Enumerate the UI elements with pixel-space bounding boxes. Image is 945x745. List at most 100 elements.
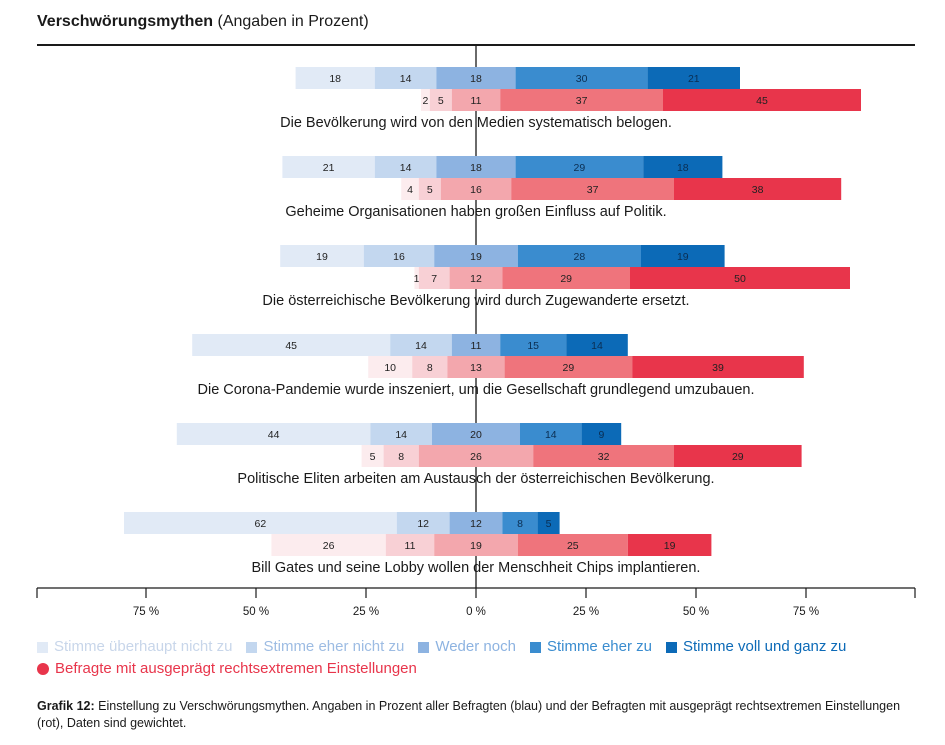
blue-value-label: 12	[417, 518, 429, 530]
red-value-label: 19	[664, 540, 676, 552]
statement-label: Die österreichische Bevölkerung wird dur…	[262, 293, 689, 309]
blue-value-label: 14	[400, 73, 412, 85]
blue-bar-segment	[449, 512, 503, 534]
red-value-label: 11	[471, 95, 482, 107]
red-bar-segment	[447, 356, 505, 378]
red-bar-segment	[429, 89, 452, 111]
red-bar-segment	[412, 356, 448, 378]
blue-value-label: 21	[688, 73, 700, 85]
blue-value-label: 28	[574, 251, 586, 263]
blue-value-label: 11	[471, 340, 482, 352]
legend-item-3: Stimme eher zu	[529, 636, 652, 658]
legend-label: Stimme voll und ganz zu	[682, 638, 847, 655]
red-value-label: 5	[370, 451, 376, 463]
red-value-label: 5	[438, 95, 444, 107]
blue-value-label: 16	[393, 251, 405, 263]
blue-value-label: 14	[415, 340, 427, 352]
legend-row-blue: Stimme überhaupt nicht zu Stimme eher nic…	[37, 636, 917, 658]
red-bar-segment	[383, 445, 419, 467]
statement-label: Die Bevölkerung wird von den Medien syst…	[280, 115, 672, 131]
legend-label: Stimme überhaupt nicht zu	[54, 638, 233, 655]
blue-value-label: 20	[470, 429, 482, 441]
blue-bar-segment	[374, 156, 437, 178]
chart-title: Verschwörungsmythen (Angaben in Prozent)	[37, 13, 369, 31]
red-value-label: 19	[470, 540, 482, 552]
red-bar-segment	[449, 267, 503, 289]
red-bar-segment	[385, 534, 435, 556]
legend-swatch-icon	[529, 641, 541, 653]
blue-value-label: 44	[268, 429, 280, 441]
chart-title-bold: Verschwörungsmythen	[37, 13, 214, 30]
blue-bar-segment	[451, 334, 501, 356]
red-bar-segment	[663, 89, 861, 111]
red-value-label: 12	[470, 273, 482, 285]
blue-value-label: 5	[546, 518, 552, 530]
caption-label: Grafik 12:	[37, 699, 95, 713]
x-tick-label: 25 %	[353, 606, 379, 618]
legend-swatch-icon	[418, 641, 430, 653]
red-bar-segment	[451, 89, 501, 111]
x-tick-label: 75 %	[133, 606, 159, 618]
blue-bar-segment	[515, 67, 648, 89]
legend-label: Stimme eher zu	[546, 638, 652, 655]
red-value-label: 2	[422, 95, 428, 107]
blue-bar-segment	[192, 334, 391, 356]
red-bar-segment	[533, 445, 674, 467]
legend-item-red: Befragte mit ausgeprägt rechtsextremen E…	[37, 658, 417, 680]
blue-value-label: 29	[574, 162, 586, 174]
blue-value-label: 9	[598, 429, 604, 441]
red-value-label: 45	[756, 95, 768, 107]
red-value-label: 13	[470, 362, 482, 374]
red-bar-segment	[414, 267, 419, 289]
statement-label: Geheime Organisationen haben großen Einf…	[285, 204, 666, 220]
blue-bar-segment	[581, 423, 622, 445]
blue-bar-segment	[176, 423, 371, 445]
chart-title-rest: (Angaben in Prozent)	[217, 13, 369, 30]
red-value-label: 39	[712, 362, 724, 374]
red-bar-segment	[418, 445, 534, 467]
red-bar-segment	[511, 178, 674, 200]
blue-value-label: 14	[395, 429, 407, 441]
blue-value-label: 18	[470, 162, 482, 174]
red-bar-segment	[500, 89, 663, 111]
blue-bar-segment	[517, 245, 641, 267]
top-rule	[37, 44, 915, 46]
red-value-label: 8	[427, 362, 433, 374]
red-bar-segment	[421, 89, 430, 111]
red-value-label: 10	[384, 362, 396, 374]
red-value-label: 7	[431, 273, 437, 285]
red-bar-segment	[418, 178, 441, 200]
red-value-label: 37	[587, 184, 599, 196]
legend: Stimme überhaupt nicht zu Stimme eher nic…	[37, 636, 917, 680]
blue-bar-segment	[396, 512, 450, 534]
red-value-label: 25	[567, 540, 579, 552]
blue-bar-segment	[434, 245, 518, 267]
figure-caption: Grafik 12: Einstellung zu Verschwörungsm…	[37, 698, 907, 732]
blue-bar-segment	[647, 67, 740, 89]
blue-value-label: 15	[527, 340, 539, 352]
red-value-label: 16	[470, 184, 482, 196]
blue-bar-segment	[643, 156, 723, 178]
red-value-label: 26	[470, 451, 482, 463]
blue-value-label: 18	[470, 73, 482, 85]
red-bar-segment	[440, 178, 512, 200]
blue-bar-segment	[280, 245, 364, 267]
red-value-label: 1	[414, 273, 420, 285]
blue-bar-segment	[500, 334, 567, 356]
statement-label: Politische Eliten arbeiten am Austausch …	[237, 471, 714, 487]
blue-bar-segment	[374, 67, 437, 89]
blue-value-label: 14	[591, 340, 603, 352]
blue-bar-segment	[502, 512, 538, 534]
legend-swatch-icon	[665, 641, 677, 653]
blue-bar-segment	[436, 67, 516, 89]
red-bar-segment	[630, 267, 850, 289]
red-dot-icon	[37, 663, 49, 675]
legend-swatch-icon	[37, 641, 48, 653]
red-bar-segment	[368, 356, 413, 378]
red-value-label: 8	[398, 451, 404, 463]
red-bar-segment	[271, 534, 386, 556]
blue-value-label: 19	[677, 251, 689, 263]
blue-bar-segment	[370, 423, 432, 445]
red-bar-segment	[418, 267, 450, 289]
red-bar-segment	[502, 267, 630, 289]
